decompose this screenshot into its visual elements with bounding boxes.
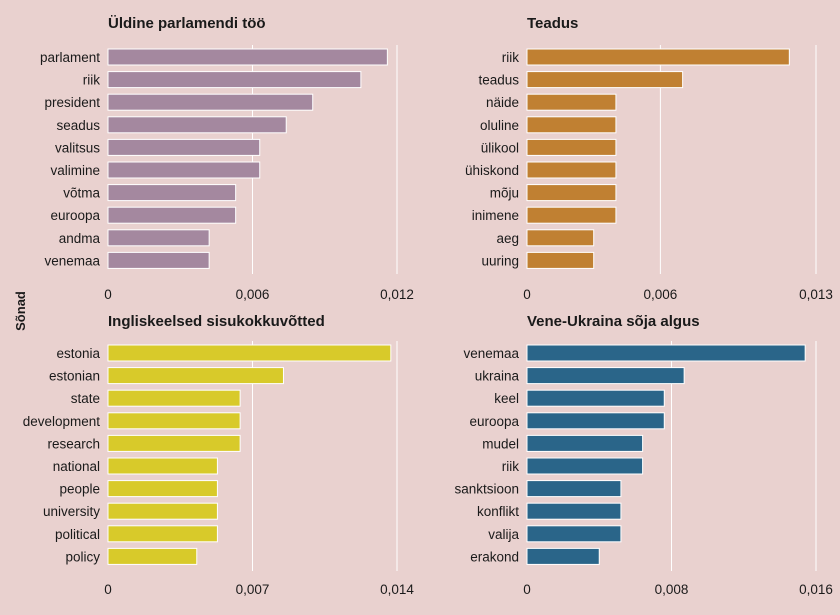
category-label: ühiskond: [465, 163, 519, 178]
tick-label: 0,006: [236, 287, 270, 302]
category-label: university: [43, 504, 100, 519]
tick-label: 0,006: [643, 287, 677, 302]
category-label: mudel: [482, 436, 519, 451]
category-label: uuring: [481, 253, 519, 268]
bar: [526, 93, 617, 111]
bar: [526, 525, 622, 543]
tick-label: 0: [523, 582, 531, 597]
bar: [526, 71, 684, 89]
category-label: policy: [65, 549, 100, 564]
tick-label: 0: [104, 582, 112, 597]
bar: [107, 525, 218, 543]
category-label: parlament: [40, 50, 100, 65]
category-label: riik: [83, 73, 100, 88]
category-label: president: [44, 95, 100, 110]
bar: [107, 434, 241, 452]
category-label: riik: [502, 50, 519, 65]
tick-label: 0,012: [380, 287, 414, 302]
category-label: andma: [59, 231, 101, 246]
bar: [107, 547, 198, 565]
category-label: seadus: [56, 118, 100, 133]
bar: [526, 344, 806, 362]
bar: [107, 412, 241, 430]
bar: [526, 251, 595, 269]
bar: [526, 389, 665, 407]
bar: [107, 457, 218, 475]
bar: [107, 184, 237, 202]
bar: [526, 184, 617, 202]
bar: [107, 367, 284, 385]
category-label: ülikool: [481, 140, 519, 155]
category-label: valimine: [50, 163, 100, 178]
bar: [526, 138, 617, 156]
tick-label: 0,014: [380, 582, 414, 597]
y-axis-label: Sõnad: [13, 291, 28, 331]
bar: [526, 367, 685, 385]
bar: [107, 93, 314, 111]
category-label: erakond: [470, 549, 519, 564]
category-label: võtma: [63, 186, 100, 201]
bar: [107, 161, 261, 179]
bar: [526, 412, 665, 430]
category-label: mõju: [490, 186, 519, 201]
category-label: political: [55, 527, 100, 542]
bar: [107, 344, 392, 362]
category-label: oluline: [480, 118, 519, 133]
panel-title: Üldine parlamendi töö: [108, 15, 266, 32]
tick-label: 0,013: [799, 287, 833, 302]
tick-label: 0,016: [799, 582, 833, 597]
bar: [107, 389, 241, 407]
bar: [526, 229, 595, 247]
category-label: valitsus: [55, 140, 100, 155]
category-label: research: [47, 436, 100, 451]
category-label: national: [53, 459, 100, 474]
bar: [107, 71, 362, 89]
category-label: development: [23, 414, 101, 429]
bar: [107, 206, 237, 224]
bar: [107, 251, 210, 269]
bar: [526, 161, 617, 179]
bar: [107, 229, 210, 247]
category-label: inimene: [472, 208, 519, 223]
category-label: ukraina: [475, 369, 520, 384]
panel-title: Ingliskeelsed sisukokkuvõtted: [108, 313, 325, 330]
bar: [107, 138, 261, 156]
bar: [107, 116, 287, 134]
category-label: näide: [486, 95, 519, 110]
category-label: venemaa: [44, 253, 100, 268]
bar: [526, 48, 790, 66]
category-label: valija: [488, 527, 519, 542]
category-label: state: [71, 391, 100, 406]
bar: [107, 502, 218, 520]
category-label: euroopa: [469, 414, 519, 429]
category-label: teadus: [478, 73, 519, 88]
tick-label: 0,007: [236, 582, 270, 597]
tick-label: 0,008: [655, 582, 689, 597]
category-label: estonia: [56, 346, 100, 361]
category-label: sanktsioon: [454, 482, 519, 497]
tick-label: 0: [523, 287, 531, 302]
category-label: riik: [502, 459, 519, 474]
bar: [526, 457, 644, 475]
category-label: estonian: [49, 369, 100, 384]
category-label: euroopa: [50, 208, 100, 223]
category-label: konflikt: [477, 504, 519, 519]
panel-title: Vene-Ukraina sõja algus: [527, 313, 700, 330]
tick-label: 0: [104, 287, 112, 302]
category-label: aeg: [496, 231, 519, 246]
panel-title: Teadus: [527, 15, 578, 32]
bar: [526, 502, 622, 520]
category-label: venemaa: [463, 346, 519, 361]
bar: [526, 206, 617, 224]
bar: [526, 547, 600, 565]
bar: [107, 480, 218, 498]
bar: [526, 434, 644, 452]
category-label: people: [59, 482, 100, 497]
bar: [526, 480, 622, 498]
bar: [526, 116, 617, 134]
bar: [107, 48, 388, 66]
category-label: keel: [494, 391, 519, 406]
